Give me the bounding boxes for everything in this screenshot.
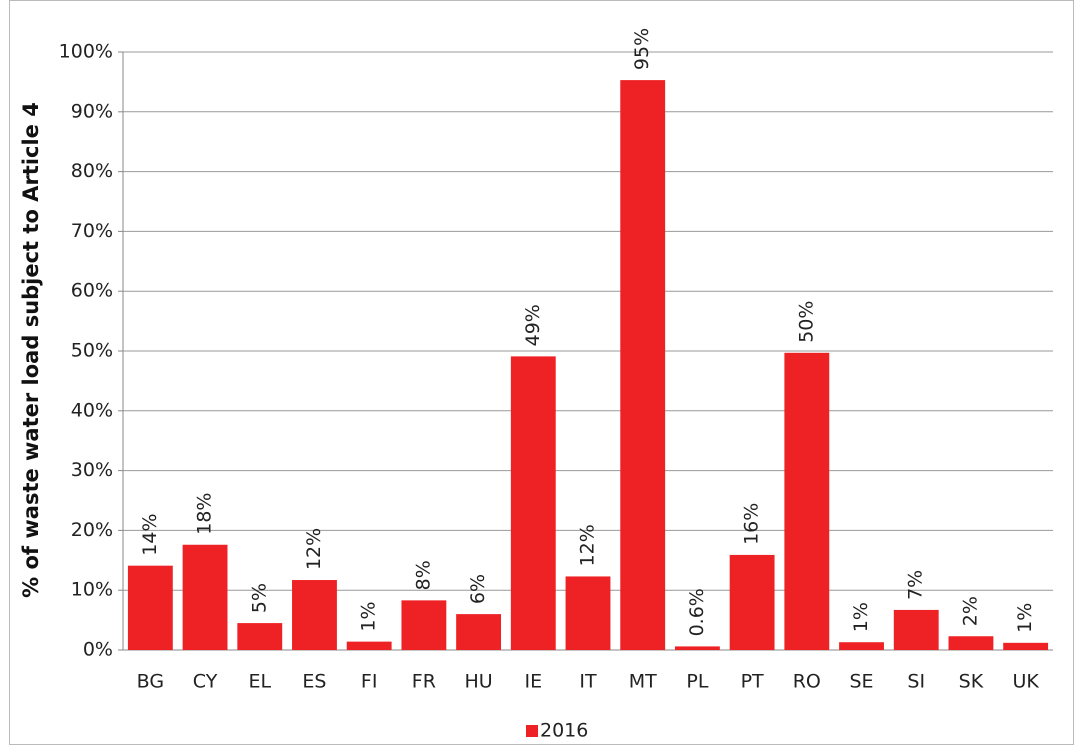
data-label: 5% <box>248 583 270 613</box>
legend-label: 2016 <box>540 720 588 742</box>
bar <box>784 352 830 650</box>
x-tick-label: BG <box>137 671 164 693</box>
y-tick-label: 50% <box>71 340 113 362</box>
bar <box>674 646 720 650</box>
data-label: 12% <box>577 524 599 566</box>
x-tick-label: ES <box>302 671 326 693</box>
bar <box>893 609 939 650</box>
x-tick-label: FR <box>412 671 436 693</box>
x-tick-label: MT <box>629 671 657 693</box>
x-tick-label: IT <box>579 671 597 693</box>
y-tick-label: 0% <box>83 639 113 661</box>
y-tick-label: 40% <box>71 399 113 421</box>
y-tick-label: 30% <box>71 459 113 481</box>
bar <box>839 642 884 650</box>
y-tick-label: 20% <box>71 519 113 541</box>
bar <box>1003 642 1049 650</box>
bar <box>292 580 337 650</box>
x-tick-label: RO <box>793 671 821 693</box>
x-tick-label: EL <box>248 671 271 693</box>
x-tick-label: SK <box>959 671 984 693</box>
x-tick-label: PT <box>741 671 764 693</box>
y-tick-label: 80% <box>71 160 113 182</box>
bar <box>127 565 173 650</box>
data-label: 1% <box>358 601 380 631</box>
data-label: 16% <box>741 503 763 545</box>
bar <box>948 636 994 650</box>
data-label: 6% <box>467 574 489 604</box>
data-label: 50% <box>795 301 817 343</box>
data-label: 12% <box>303 528 325 570</box>
x-tick-label: CY <box>193 671 218 693</box>
bar <box>510 356 556 650</box>
x-tick-label: SI <box>907 671 925 693</box>
data-label: 8% <box>412 560 434 590</box>
x-tick-label: PL <box>686 671 708 693</box>
data-label: 1% <box>1014 603 1036 633</box>
data-label: 0.6% <box>686 588 708 636</box>
data-label: 14% <box>139 513 161 555</box>
data-label: 95% <box>631 28 653 70</box>
data-label: 7% <box>905 570 927 600</box>
x-tick-label: SE <box>849 671 873 693</box>
bar <box>565 576 611 650</box>
x-tick-label: FI <box>361 671 378 693</box>
bar <box>346 641 392 650</box>
legend-swatch <box>526 725 538 737</box>
bar <box>729 554 775 650</box>
x-tick-label: HU <box>464 671 492 693</box>
bar <box>456 614 502 650</box>
data-label: 49% <box>522 304 544 346</box>
bar <box>401 600 447 650</box>
data-label: 18% <box>194 493 216 535</box>
y-tick-label: 10% <box>71 579 113 601</box>
data-label: 2% <box>959 596 981 626</box>
x-tick-label: UK <box>1012 671 1039 693</box>
bar <box>182 544 228 650</box>
data-label: 1% <box>850 602 872 632</box>
bar <box>620 80 666 650</box>
y-tick-label: 60% <box>71 280 113 302</box>
y-tick-label: 70% <box>71 220 113 242</box>
y-tick-label: 90% <box>71 100 113 122</box>
bar <box>237 623 283 650</box>
y-axis-label: % of waste water load subject to Article… <box>19 102 43 598</box>
y-tick-label: 100% <box>59 41 113 63</box>
x-tick-label: IE <box>524 671 542 693</box>
